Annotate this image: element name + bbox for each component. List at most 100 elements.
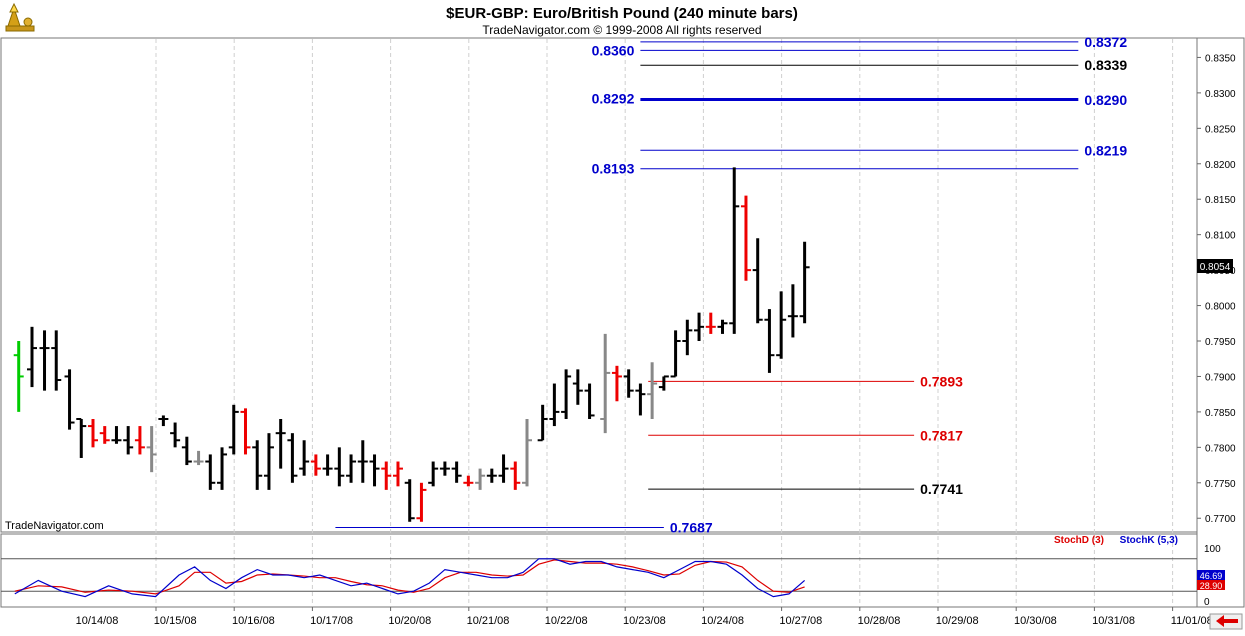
date-label: 10/31/08	[1092, 615, 1135, 627]
ohlc-bar	[463, 475, 474, 487]
date-label: 10/15/08	[154, 615, 197, 627]
legend-stoch-d: StochD (3)	[1054, 535, 1104, 546]
date-label: 10/17/08	[310, 615, 353, 627]
stoch-tick-0: 0	[1204, 597, 1210, 608]
ohlc-bar	[381, 461, 392, 490]
date-label: 10/23/08	[623, 615, 666, 627]
ohlc-bar	[670, 330, 681, 378]
date-axis: 10/14/08 10/15/08 10/16/08 10/17/08 10/20/08…	[76, 615, 1213, 627]
ohlc-bar	[111, 426, 122, 444]
ohlc-bar	[170, 422, 181, 448]
stoch-d-badge: 28.90	[1197, 580, 1225, 591]
ohlc-bar	[510, 461, 521, 490]
ohlc-bar	[334, 447, 345, 487]
ohlc-bar	[51, 330, 62, 391]
ohlc-bar	[357, 440, 368, 483]
price-tick-label: 0.8150	[1205, 195, 1236, 206]
level-label: 0.8360	[592, 42, 635, 58]
level-label: 0.8193	[592, 161, 635, 177]
ohlc-bar	[498, 454, 509, 483]
stoch-tick-100: 100	[1204, 544, 1221, 555]
price-tick-label: 0.7800	[1205, 443, 1236, 454]
date-label: 10/29/08	[936, 615, 979, 627]
level-label: 0.7687	[670, 519, 713, 535]
ohlc-bar	[729, 167, 740, 334]
price-panel	[0, 37, 1198, 533]
ohlc-bar	[310, 454, 321, 476]
price-tick-label: 0.8100	[1205, 231, 1236, 242]
stoch-d-value: 28.90	[1200, 581, 1223, 591]
level-label: 0.8290	[1084, 92, 1127, 108]
ohlc-bar	[205, 454, 216, 490]
stochastic-lines	[1, 558, 1197, 598]
scroll-right-arrow-icon[interactable]	[1209, 613, 1243, 630]
ohlc-bar	[787, 284, 798, 338]
ohlc-bar	[682, 319, 693, 356]
stoch-k-line	[14, 558, 806, 598]
date-label: 10/21/08	[467, 615, 510, 627]
price-tick-label: 0.7950	[1205, 337, 1236, 348]
ohlc-bar	[193, 450, 204, 466]
ohlc-bar	[369, 454, 380, 487]
ohlc-bar	[486, 468, 497, 483]
grid	[155, 39, 1174, 611]
stochastic-panel	[0, 533, 1198, 608]
ohlc-bar	[88, 418, 98, 448]
right-axis-panel	[1196, 37, 1245, 608]
level-label: 0.8339	[1084, 57, 1127, 73]
ohlc-bar	[705, 312, 716, 334]
ohlc-bar	[39, 330, 50, 391]
level-label: 0.8219	[1084, 142, 1127, 158]
ohlc-bar	[99, 426, 110, 444]
watermark-text: TradeNavigator.com	[5, 520, 104, 532]
date-label: 10/30/08	[1014, 615, 1057, 627]
date-label: 11/01/08	[1171, 615, 1213, 627]
ohlc-bar	[275, 418, 286, 469]
ohlc-bar	[611, 365, 622, 402]
ohlc-bar	[635, 383, 646, 416]
price-levels: 0.8372 0.8360 0.8339 0.8292 0.8290 0.8219 0.81…	[335, 34, 1127, 535]
chart-title: $EUR-GBP: Euro/British Pound (240 minute…	[446, 5, 798, 22]
date-label: 10/28/08	[858, 615, 901, 627]
ohlc-bar	[439, 461, 450, 476]
date-label: 10/20/08	[388, 615, 431, 627]
stoch-k-value: 46.69	[1200, 571, 1223, 581]
date-label: 10/14/08	[76, 615, 119, 627]
ohlc-bar	[228, 404, 239, 455]
ohlc-bar	[647, 362, 658, 419]
ohlc-bar	[404, 479, 415, 522]
ohlc-bar	[392, 461, 403, 487]
ohlc-bar	[572, 369, 583, 405]
ohlc-bar	[537, 404, 548, 442]
date-label: 10/16/08	[232, 615, 275, 627]
ohlc-bar	[623, 369, 634, 398]
ohlc-bar	[752, 238, 763, 324]
ohlc-bar	[263, 433, 274, 490]
ohlc-bar	[416, 482, 427, 522]
price-tick-label: 0.8000	[1205, 302, 1236, 313]
ohlc-bar	[428, 461, 439, 487]
ohlc-bar	[475, 468, 486, 490]
ohlc-bar	[600, 333, 611, 434]
ohlc-bar	[322, 454, 333, 476]
logo	[5, 2, 35, 32]
price-tick-label: 0.7900	[1205, 372, 1236, 383]
level-label: 0.7893	[920, 373, 963, 389]
price-tick-label: 0.7750	[1205, 479, 1236, 490]
price-tick-label: 0.7700	[1205, 514, 1236, 525]
stoch-d-line	[14, 559, 805, 595]
level-label: 0.8372	[1084, 34, 1127, 50]
ohlc-bar	[134, 426, 145, 455]
price-axis: 0.8350 0.8300 0.8250 0.8200 0.8150 0.8100 0.80…	[1197, 53, 1236, 525]
ohlc-bars	[13, 167, 810, 522]
price-tick-label: 0.8250	[1205, 124, 1236, 135]
ohlc-bar	[158, 415, 169, 427]
price-tick-label: 0.8300	[1205, 89, 1236, 100]
ohlc-bar	[252, 440, 263, 490]
ohlc-bar	[346, 454, 357, 483]
ohlc-bar	[549, 383, 560, 427]
price-tick-label: 0.8350	[1205, 53, 1236, 64]
ohlc-bar	[451, 461, 462, 483]
